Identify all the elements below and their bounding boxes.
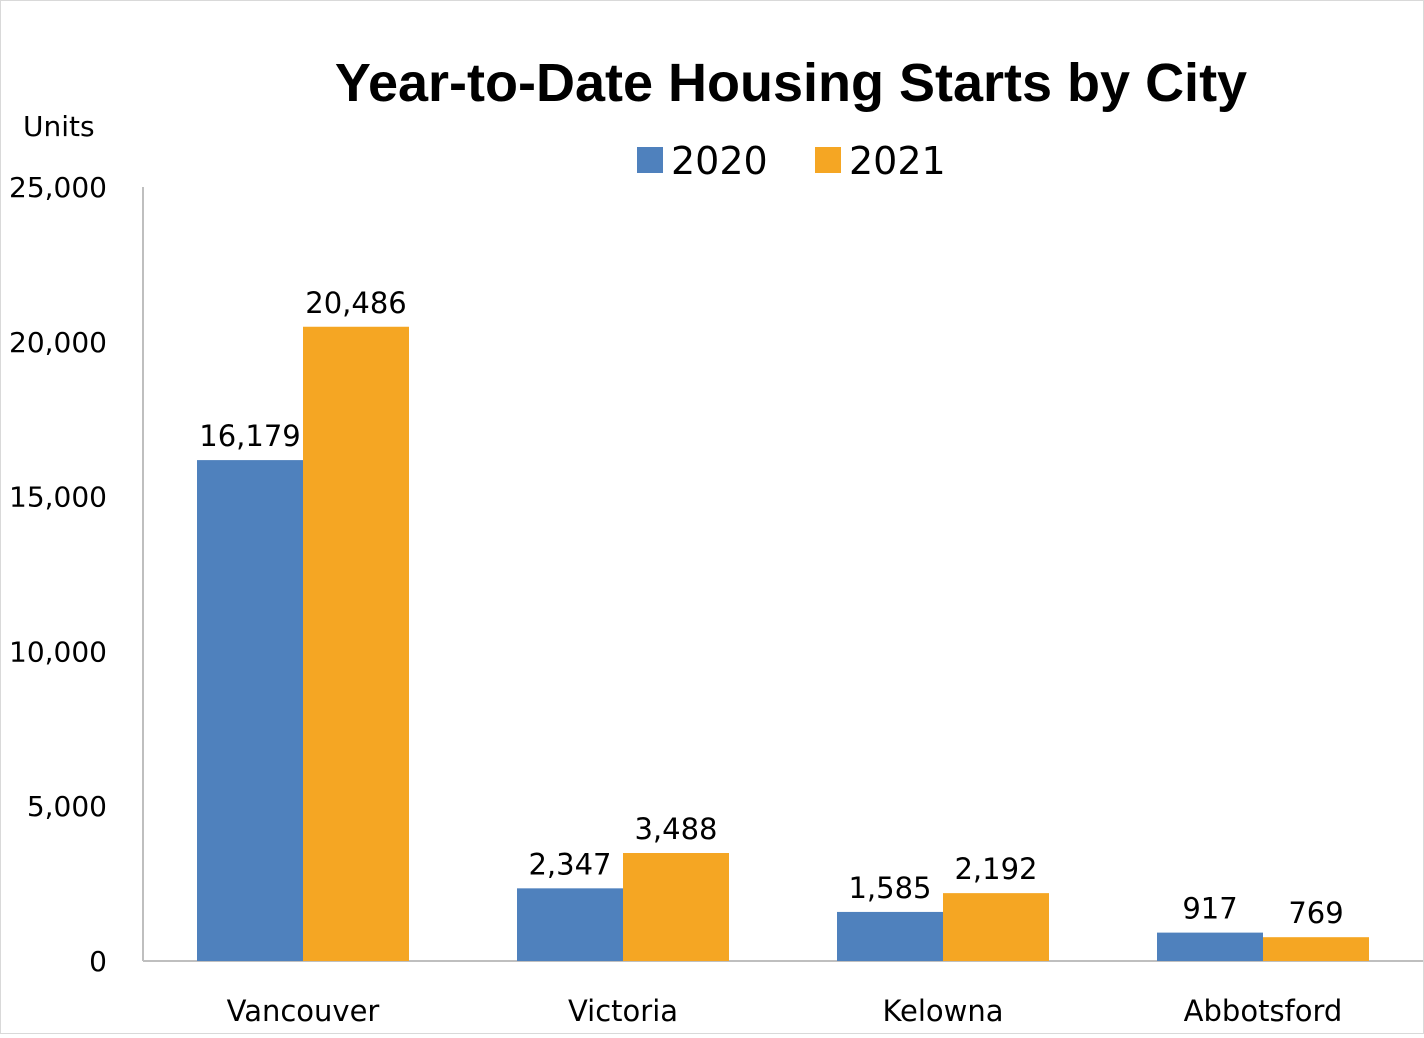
- x-tick-label: Kelowna: [882, 994, 1003, 1028]
- legend-swatch-2021: [815, 147, 841, 173]
- x-axis: Vancouver Victoria Kelowna Abbotsford: [143, 960, 1423, 1028]
- chart-title: Year-to-Date Housing Starts by City: [335, 53, 1247, 113]
- bar-2020-victoria: [517, 888, 623, 961]
- data-labels: 16,179 2,347 1,585 917 20,486 3,488 2,192 769: [199, 286, 1343, 930]
- y-tick-label: 25,000: [9, 171, 107, 204]
- y-tick-label: 10,000: [9, 635, 107, 668]
- bar-2020-kelowna: [837, 911, 943, 961]
- y-tick-label: 15,000: [9, 481, 107, 514]
- x-tick-label: Vancouver: [227, 994, 380, 1028]
- bar-2020-vancouver: [197, 460, 303, 961]
- y-axis: 0 5,000 10,000 15,000 20,000 25,000: [9, 171, 144, 978]
- legend: 2020 2021: [637, 139, 946, 183]
- x-tick-label: Abbotsford: [1184, 994, 1343, 1028]
- bar-2020-abbotsford: [1157, 932, 1263, 961]
- data-label: 16,179: [199, 419, 300, 453]
- y-tick-label: 5,000: [27, 790, 107, 823]
- bar-2021-kelowna: [943, 893, 1049, 961]
- legend-swatch-2020: [637, 147, 663, 173]
- bar-2021-vancouver: [303, 326, 409, 962]
- y-axis-label: Units: [23, 110, 95, 143]
- x-tick-label: Victoria: [568, 994, 678, 1028]
- data-label: 1,585: [848, 871, 931, 905]
- data-label: 917: [1182, 892, 1237, 926]
- bars: [197, 326, 1369, 962]
- legend-label-2020: 2020: [671, 139, 768, 183]
- data-label: 769: [1288, 896, 1343, 930]
- legend-label-2021: 2021: [849, 139, 946, 183]
- bar-2021-abbotsford: [1263, 937, 1369, 961]
- data-label: 20,486: [305, 286, 406, 320]
- data-label: 2,347: [528, 847, 611, 881]
- y-tick-label: 20,000: [9, 326, 107, 359]
- data-label: 2,192: [954, 852, 1037, 886]
- bar-2021-victoria: [623, 853, 729, 961]
- y-tick-label: 0: [89, 945, 107, 978]
- data-label: 3,488: [634, 812, 717, 846]
